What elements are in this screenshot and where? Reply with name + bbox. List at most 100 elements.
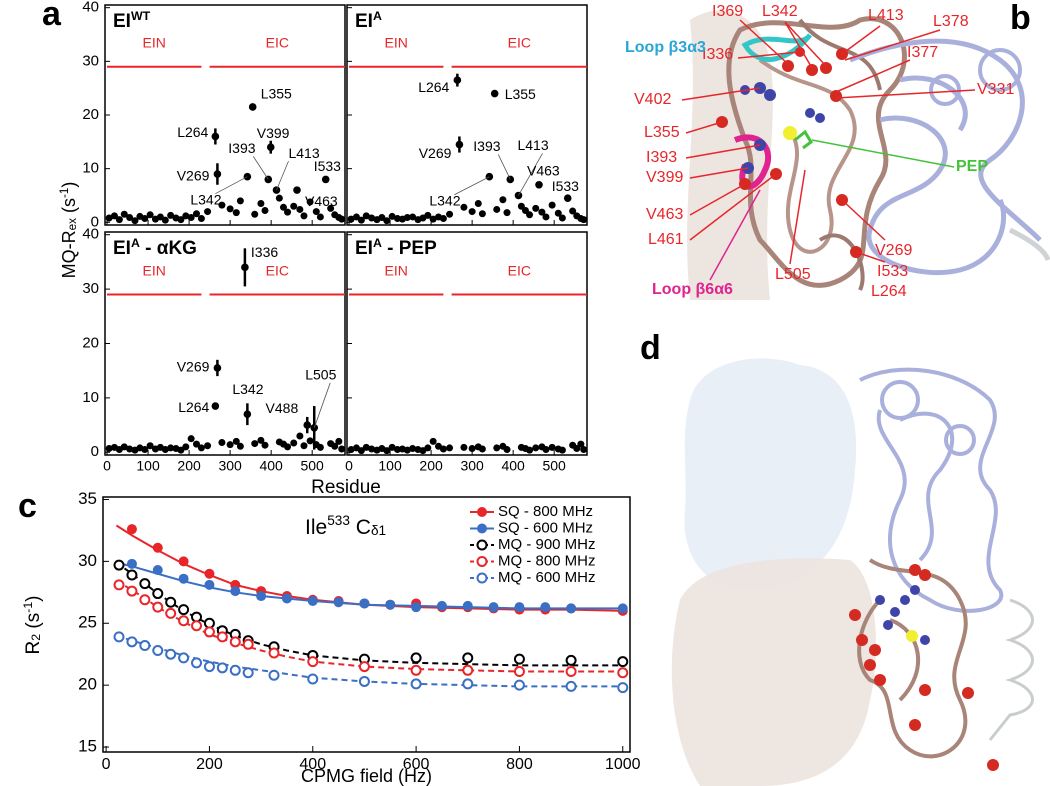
y-tick-label: 0 bbox=[91, 213, 99, 230]
data-point bbox=[146, 442, 154, 450]
y-axis-label-part: ex bbox=[66, 218, 79, 231]
data-point bbox=[203, 617, 215, 629]
point-label: I533 bbox=[314, 158, 341, 174]
data-point bbox=[226, 205, 234, 213]
x-tick-label: 0 bbox=[102, 756, 111, 773]
residue-label: L355 bbox=[644, 124, 680, 141]
chart-annotation: Ile533 Cδ1 bbox=[305, 513, 386, 538]
legend-label: MQ - 600 MHz bbox=[498, 569, 596, 586]
x-tick-label: 500 bbox=[300, 458, 324, 474]
data-point bbox=[126, 569, 138, 581]
data-point bbox=[113, 631, 125, 643]
y-tick-label: 25 bbox=[78, 613, 97, 632]
data-point bbox=[347, 446, 355, 454]
data-point bbox=[388, 443, 396, 451]
data-point bbox=[187, 435, 195, 443]
residue-label: L378 bbox=[933, 13, 969, 30]
data-point bbox=[126, 213, 134, 221]
y-tick-label: 40 bbox=[82, 0, 99, 16]
data-point bbox=[410, 678, 422, 690]
point-label: L342 bbox=[429, 192, 460, 208]
data-point bbox=[617, 656, 629, 668]
data-point bbox=[161, 446, 169, 454]
data-point bbox=[131, 217, 139, 225]
data-point bbox=[357, 447, 365, 455]
data-point bbox=[251, 210, 259, 218]
residue-label: V463 bbox=[646, 206, 683, 223]
data-point bbox=[275, 194, 283, 202]
y-tick-label: 20 bbox=[78, 675, 97, 694]
data-point bbox=[296, 205, 304, 213]
data-point bbox=[178, 652, 190, 664]
data-point bbox=[268, 669, 280, 681]
y-axis-label-part: R bbox=[23, 641, 44, 655]
data-point bbox=[565, 680, 577, 692]
legend-label: SQ - 800 MHz bbox=[498, 503, 593, 520]
data-point bbox=[409, 444, 417, 452]
x-tick-label: 400 bbox=[501, 458, 525, 474]
data-point bbox=[218, 201, 226, 209]
domain-label: EIN bbox=[385, 262, 408, 278]
data-point bbox=[152, 588, 164, 600]
y-tick-label: 10 bbox=[82, 160, 99, 177]
data-point bbox=[120, 210, 128, 218]
fit-line bbox=[116, 634, 623, 688]
data-point bbox=[113, 559, 125, 571]
domain-label: EIN bbox=[143, 262, 166, 278]
data-point bbox=[178, 615, 190, 627]
data-point bbox=[165, 648, 177, 660]
data-point bbox=[513, 666, 525, 678]
legend-marker bbox=[477, 507, 487, 517]
data-point bbox=[513, 679, 525, 691]
data-point bbox=[248, 103, 257, 111]
data-point bbox=[178, 604, 190, 616]
data-point bbox=[385, 599, 396, 610]
data-point bbox=[436, 600, 447, 611]
data-point bbox=[526, 211, 534, 219]
residue-label: I336 bbox=[702, 46, 733, 63]
point-label: L355 bbox=[261, 86, 292, 102]
data-point bbox=[485, 172, 494, 181]
data-point bbox=[126, 636, 138, 648]
subplot-title-part: EI bbox=[355, 11, 373, 32]
data-point bbox=[577, 440, 585, 448]
subplot-title: EIA - αKG bbox=[113, 236, 197, 259]
data-point bbox=[460, 443, 468, 451]
data-point bbox=[403, 446, 411, 454]
point-label: L264 bbox=[418, 79, 449, 95]
data-point bbox=[191, 620, 203, 632]
x-axis-label: Residue bbox=[311, 477, 381, 498]
data-point bbox=[462, 678, 474, 690]
data-point bbox=[468, 208, 476, 216]
y-axis-label-part: ) bbox=[23, 595, 44, 601]
data-point bbox=[468, 444, 476, 452]
data-point bbox=[257, 436, 265, 444]
data-point bbox=[462, 600, 473, 611]
data-point bbox=[362, 443, 370, 451]
data-point bbox=[565, 654, 577, 666]
data-point bbox=[321, 175, 330, 184]
data-point bbox=[268, 647, 280, 659]
domain-label: EIC bbox=[266, 34, 289, 50]
data-point bbox=[213, 364, 222, 372]
point-label: I533 bbox=[552, 178, 579, 194]
data-point bbox=[290, 202, 298, 210]
residue-label: I393 bbox=[646, 149, 677, 166]
y-tick-label: 20 bbox=[82, 334, 99, 351]
structure-b-labels: I369 L342 L413 L378 I336 I377 V331 V402 … bbox=[625, 3, 1014, 300]
data-point bbox=[242, 667, 254, 679]
data-point bbox=[368, 214, 376, 222]
data-point bbox=[105, 214, 113, 222]
data-point bbox=[503, 209, 511, 217]
data-point bbox=[493, 444, 501, 452]
data-point bbox=[256, 591, 267, 602]
x-tick-label: 0 bbox=[103, 458, 111, 474]
subplot-title-part: - αKG bbox=[140, 238, 197, 259]
data-point bbox=[474, 200, 482, 208]
data-point bbox=[146, 211, 154, 219]
data-point bbox=[113, 579, 125, 591]
domain-label: EIN bbox=[143, 34, 166, 50]
data-point bbox=[126, 524, 137, 535]
data-point bbox=[167, 444, 175, 452]
data-point bbox=[177, 446, 185, 454]
